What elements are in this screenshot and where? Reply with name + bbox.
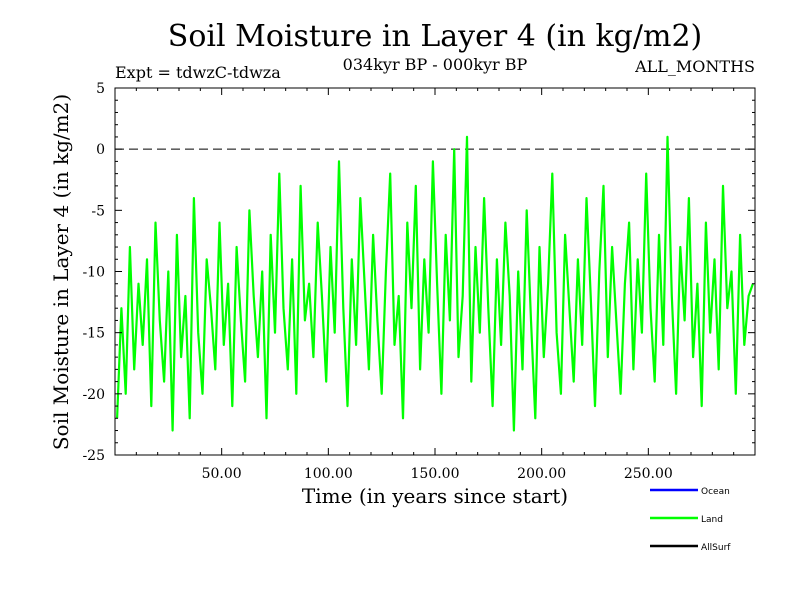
y-tick-label: 0 [96,142,105,158]
legend-label-land: Land [701,515,723,525]
y-tick-label: -25 [82,448,105,464]
x-tick-label: 150.00 [411,466,460,482]
legend-label-ocean: Ocean [701,487,730,497]
y-tick-label: -20 [82,387,105,403]
plot-area [115,135,755,432]
x-axis: 50.00 100.00 150.00 200.00 250.00 [135,88,735,482]
y-tick-label: -5 [91,203,105,219]
legend: Ocean Land AllSurf [650,487,731,553]
x-tick-label: 250.00 [624,466,673,482]
y-axis: 5 0 -5 -10 -15 -20 -25 [82,81,755,464]
y-tick-label: -15 [82,326,105,342]
chart-title: Soil Moisture in Layer 4 (in kg/m2) [168,19,702,54]
x-tick-label: 200.00 [517,466,566,482]
x-axis-label: Time (in years since start) [302,484,568,508]
y-axis-label: Soil Moisture in Layer 4 (in kg/m2) [49,94,73,450]
period-label: 034kyr BP - 000kyr BP [343,55,528,74]
legend-label-allsurf: AllSurf [701,543,731,553]
series-line-land [116,135,754,432]
x-tick-label: 50.00 [202,466,242,482]
x-tick-label: 100.00 [304,466,353,482]
experiment-label: Expt = tdwzC-tdwza [115,63,281,82]
y-tick-label: -10 [82,265,105,281]
y-tick-label: 5 [96,81,105,97]
months-label: ALL_MONTHS [634,57,755,76]
